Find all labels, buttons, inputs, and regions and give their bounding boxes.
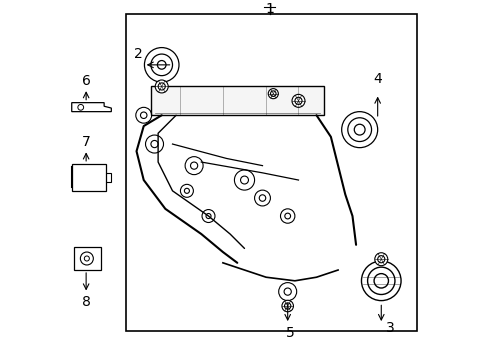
- Bar: [151, 86, 323, 115]
- Bar: [125, 14, 416, 331]
- Text: 4: 4: [372, 72, 381, 86]
- Text: 6: 6: [81, 74, 90, 88]
- Circle shape: [374, 253, 387, 266]
- Polygon shape: [72, 103, 111, 112]
- Text: 2: 2: [134, 47, 142, 61]
- Text: 1: 1: [264, 2, 274, 16]
- Circle shape: [268, 89, 278, 99]
- Text: 7: 7: [81, 135, 90, 149]
- Text: 3: 3: [385, 321, 394, 334]
- Bar: [104, 173, 111, 182]
- Text: 8: 8: [81, 296, 90, 309]
- Bar: [72, 164, 106, 191]
- Text: 5: 5: [285, 326, 294, 340]
- Circle shape: [282, 300, 293, 312]
- Bar: [73, 247, 101, 270]
- Circle shape: [155, 80, 168, 93]
- Circle shape: [361, 261, 400, 301]
- Circle shape: [144, 48, 179, 82]
- Circle shape: [291, 94, 305, 107]
- Circle shape: [341, 112, 377, 148]
